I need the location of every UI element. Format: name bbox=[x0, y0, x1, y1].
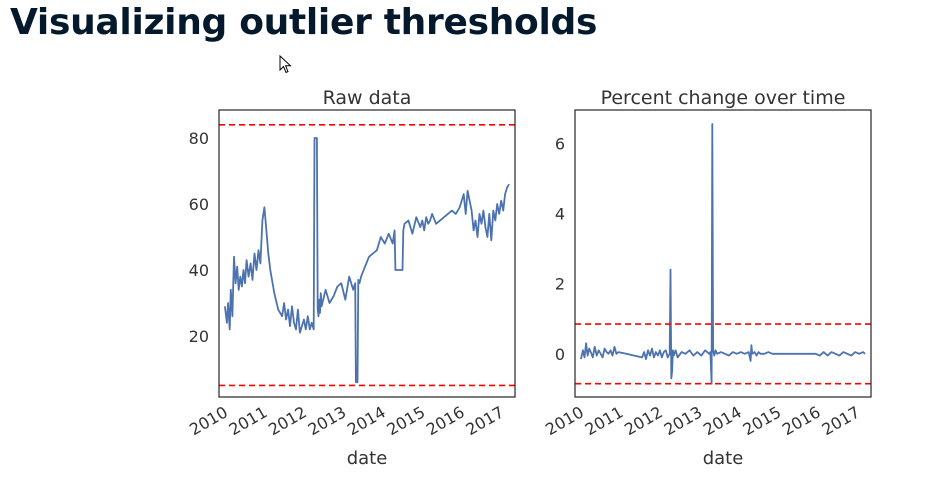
x-tick-label: 2013 bbox=[661, 402, 706, 439]
y-tick-label: 0 bbox=[555, 345, 565, 364]
x-axis-label: date bbox=[347, 448, 388, 469]
y-tick-label: 40 bbox=[189, 261, 209, 280]
plot-frame bbox=[218, 109, 516, 398]
x-tick-label: 2014 bbox=[700, 402, 745, 439]
y-tick-label: 20 bbox=[189, 327, 209, 346]
x-tick-label: 2017 bbox=[462, 402, 507, 439]
x-axis-label: date bbox=[703, 448, 744, 469]
x-tick-label: 2012 bbox=[265, 402, 310, 439]
mouse-cursor-icon bbox=[279, 55, 292, 74]
x-tick-label: 2016 bbox=[779, 402, 824, 439]
y-tick-label: 4 bbox=[555, 205, 565, 224]
plot-frame bbox=[574, 109, 872, 398]
x-tick-label: 2013 bbox=[305, 402, 350, 439]
y-tick-label: 60 bbox=[189, 195, 209, 214]
x-tick-label: 2012 bbox=[621, 402, 666, 439]
y-tick-label: 2 bbox=[555, 275, 565, 294]
x-tick-label: 2011 bbox=[226, 402, 271, 439]
x-tick-label: 2015 bbox=[740, 402, 785, 439]
x-tick-label: 2010 bbox=[542, 402, 587, 439]
chart-title: Percent change over time bbox=[601, 87, 846, 109]
x-tick-label: 2017 bbox=[818, 402, 863, 439]
y-tick-label: 6 bbox=[555, 134, 565, 153]
x-tick-label: 2016 bbox=[423, 402, 468, 439]
x-tick-label: 2011 bbox=[582, 402, 627, 439]
x-tick-label: 2014 bbox=[344, 402, 389, 439]
slide-title: Visualizing outlier thresholds bbox=[10, 2, 598, 43]
chart-1: Raw data 20 40 60 80 201020112012201320142015… bbox=[186, 87, 516, 469]
chart-2: Percent change over time 0 2 4 6 201020112012… bbox=[542, 87, 872, 469]
chart-title: Raw data bbox=[323, 87, 412, 109]
x-tick-label: 2010 bbox=[186, 402, 231, 439]
x-tick-label: 2015 bbox=[384, 402, 429, 439]
series-line bbox=[580, 123, 866, 385]
series-line bbox=[224, 137, 510, 384]
y-tick-label: 80 bbox=[189, 129, 209, 148]
